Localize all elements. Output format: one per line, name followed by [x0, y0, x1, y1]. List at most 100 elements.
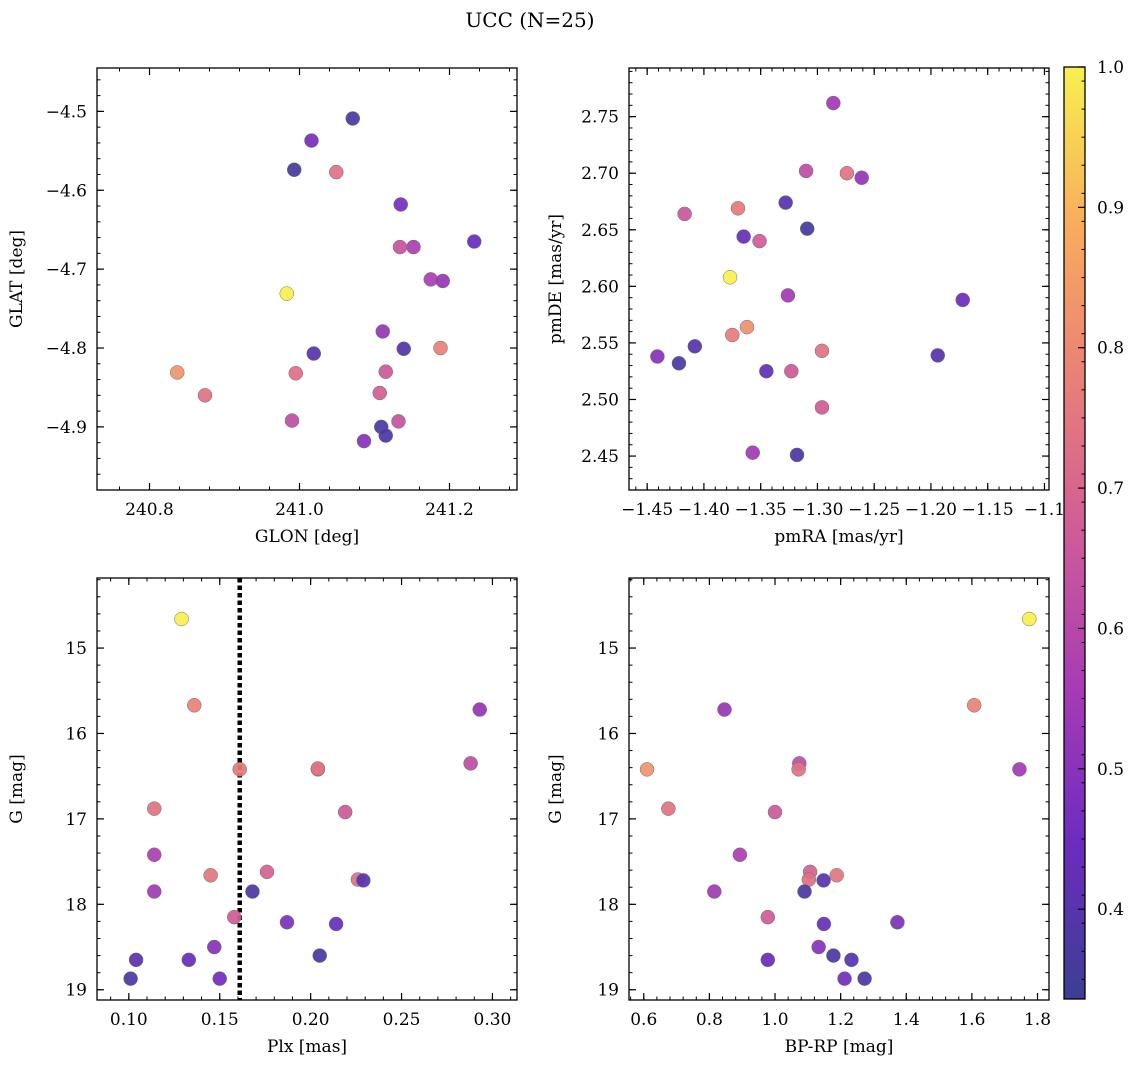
- scatter-point-10: [752, 233, 767, 249]
- scatter-point-9: [767, 804, 783, 820]
- scatter-point-2: [304, 133, 319, 148]
- x-tick-label: 0.10: [110, 1010, 148, 1030]
- scatter-point-2: [966, 698, 982, 713]
- x-axis-label: pmRA [mas/yr]: [774, 527, 903, 547]
- scatter-point-7: [1012, 762, 1027, 777]
- minor-ticks: [629, 68, 1049, 490]
- y-tick-label: 18: [597, 895, 619, 915]
- x-tick-label: −1.20: [905, 500, 957, 520]
- scatter-point-10: [435, 273, 450, 289]
- x-tick-label: 0.25: [383, 1010, 421, 1030]
- scatter-point-23: [844, 952, 859, 968]
- scatter-point-4: [854, 170, 869, 185]
- scatter-point-17: [288, 366, 303, 381]
- x-tick-label: 240.8: [125, 500, 174, 520]
- scatter-point-1: [174, 611, 189, 627]
- scatter-point-5: [791, 762, 806, 777]
- scatter-points: [123, 611, 487, 986]
- scatter-point-8: [661, 801, 676, 816]
- y-tick-label: 2.45: [581, 447, 619, 467]
- scatter-point-23: [814, 400, 830, 415]
- y-tick-label: 2.75: [581, 108, 619, 128]
- colorbar-tick-label: 0.6: [1097, 619, 1124, 639]
- scatter-point-20: [207, 939, 222, 955]
- scatter-point-2: [798, 163, 814, 179]
- x-tick-label: 241.2: [425, 500, 474, 520]
- scatter-point-12: [375, 324, 390, 339]
- scatter-point-17: [814, 343, 830, 359]
- x-tick-label: −1.45: [621, 500, 673, 520]
- scatter-point-13: [306, 346, 321, 361]
- x-tick-label: 0.30: [474, 1010, 512, 1030]
- scatter-point-24: [745, 445, 760, 460]
- scatter-point-25: [789, 447, 805, 463]
- scatter-point-6: [467, 234, 482, 249]
- scatter-panel-1: 240.8 241.0 241.2 −4.5 −4.6 −4.7 −4.8 −4.9 GLON …: [7, 67, 518, 547]
- x-tick-label: −1.35: [735, 500, 787, 520]
- x-tick-label: 1.6: [958, 1010, 985, 1030]
- y-tick-label: 15: [597, 639, 619, 659]
- axes-frame: [628, 577, 1050, 1001]
- scatter-point-17: [227, 909, 242, 925]
- scatter-point-21: [284, 413, 300, 428]
- x-axis-label: Plx [mas]: [267, 1037, 347, 1057]
- y-tick-label: 2.70: [581, 164, 619, 184]
- y-tick-label: 17: [65, 810, 87, 830]
- y-tick-label: 2.50: [581, 390, 619, 410]
- scatter-point-12: [203, 868, 218, 883]
- y-tick-label: −4.8: [46, 339, 87, 359]
- colorbar-tick-label: 0.9: [1097, 198, 1124, 218]
- scatter-point-9: [337, 804, 353, 820]
- scatter-point-11: [279, 286, 294, 301]
- y-axis-label: pmDE [mas/yr]: [546, 214, 566, 344]
- scatter-point-4: [463, 756, 478, 771]
- x-tick-label: 0.15: [201, 1010, 239, 1030]
- scatter-point-3: [472, 702, 487, 717]
- scatter-point-5: [778, 195, 793, 210]
- scatter-point-25: [356, 433, 372, 449]
- scatter-point-22: [784, 363, 799, 379]
- scatter-point-15: [725, 327, 740, 343]
- colorbar-tick-label: 0.5: [1097, 760, 1124, 780]
- colorbar: 0.4 0.5 0.6 0.7 0.8 0.9 1.0: [1063, 58, 1124, 1000]
- scatter-point-25: [857, 971, 872, 986]
- y-tick-label: 2.60: [581, 277, 619, 297]
- scatter-point-16: [170, 365, 185, 380]
- scatter-point-17: [760, 909, 776, 925]
- scatter-point-19: [816, 916, 832, 932]
- scatter-point-20: [671, 356, 687, 371]
- minor-ticks: [97, 578, 517, 1000]
- y-tick-label: −4.7: [46, 260, 87, 280]
- scatter-point-19: [197, 388, 213, 403]
- scatter-point-14: [356, 873, 371, 888]
- scatter-point-23: [181, 952, 197, 968]
- scatter-point-19: [650, 349, 665, 364]
- scatter-point-9: [736, 229, 751, 244]
- scatter-point-3: [287, 162, 302, 178]
- x-tick-label: −1.1: [1024, 500, 1065, 520]
- scatter-point-12: [780, 288, 796, 303]
- axes-frame: [628, 67, 1050, 491]
- x-tick-label: 1.8: [1024, 1010, 1051, 1030]
- scatter-points: [650, 95, 970, 463]
- colorbar-gradient: [1063, 66, 1086, 1000]
- scatter-point-18: [890, 915, 905, 930]
- scatter-point-24: [123, 971, 138, 986]
- scatter-point-15: [707, 884, 722, 899]
- y-tick-label: 2.65: [581, 221, 619, 241]
- scatter-point-21: [826, 948, 841, 963]
- scatter-point-5: [393, 197, 408, 212]
- colorbar-tick-label: 0.4: [1097, 900, 1124, 920]
- scatter-point-18: [279, 915, 295, 930]
- scatter-point-6: [639, 762, 655, 777]
- scatter-point-22: [391, 414, 406, 429]
- scatter-points: [170, 111, 482, 449]
- scatter-point-15: [433, 340, 448, 356]
- x-tick-label: −1.15: [962, 500, 1014, 520]
- y-axis-label: G [mag]: [546, 754, 566, 823]
- x-tick-label: −1.30: [791, 500, 843, 520]
- scatter-point-20: [372, 385, 387, 401]
- scatter-point-7: [677, 206, 692, 222]
- x-axis-label: GLON [deg]: [255, 527, 359, 547]
- scatter-point-11: [722, 270, 738, 285]
